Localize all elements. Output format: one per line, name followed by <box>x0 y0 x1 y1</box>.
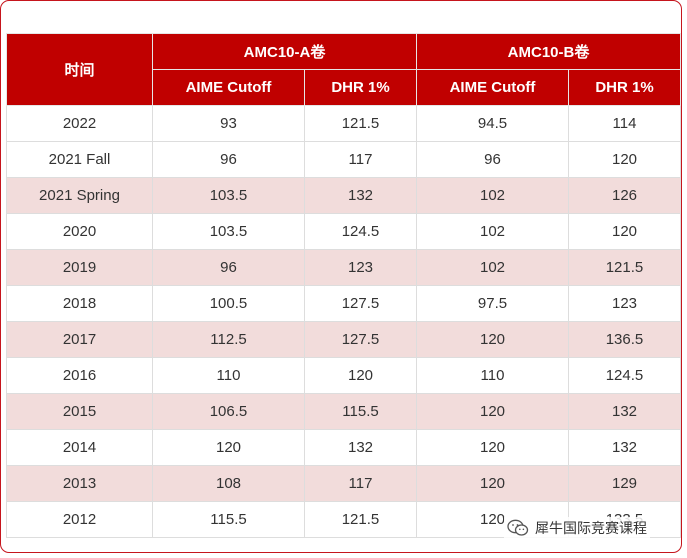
cell-year: 2017 <box>6 321 153 358</box>
table-row: 2020 103.5 124.5 102 120 <box>6 213 681 250</box>
cell-a-aime-cutoff: 108 <box>152 465 305 502</box>
cell-b-aime-cutoff: 102 <box>416 249 569 286</box>
cell-year: 2021 Fall <box>6 141 153 178</box>
table-row: 2021 Fall 96 117 96 120 <box>6 141 681 178</box>
cell-b-aime-cutoff: 120 <box>416 465 569 502</box>
cell-a-dhr: 124.5 <box>304 213 417 250</box>
cell-a-dhr: 121.5 <box>304 501 417 538</box>
cell-b-dhr: 126 <box>568 177 681 214</box>
cell-year: 2020 <box>6 213 153 250</box>
cell-b-dhr: 120 <box>568 141 681 178</box>
cell-year: 2015 <box>6 393 153 430</box>
table-row: 2015 106.5 115.5 120 132 <box>6 393 681 430</box>
cell-a-aime-cutoff: 103.5 <box>152 213 305 250</box>
cell-b-aime-cutoff: 102 <box>416 177 569 214</box>
table-row: 2018 100.5 127.5 97.5 123 <box>6 285 681 322</box>
cell-b-aime-cutoff: 120 <box>416 393 569 430</box>
table-row: 2019 96 123 102 121.5 <box>6 249 681 286</box>
cell-b-aime-cutoff: 97.5 <box>416 285 569 322</box>
cell-b-dhr: 136.5 <box>568 321 681 358</box>
cell-a-dhr: 117 <box>304 141 417 178</box>
cell-a-dhr: 120 <box>304 357 417 394</box>
cell-year: 2021 Spring <box>6 177 153 214</box>
cell-b-aime-cutoff: 102 <box>416 213 569 250</box>
cell-a-aime-cutoff: 96 <box>152 141 305 178</box>
header-row-groups: 时间 AMC10-A卷 AMC10-B卷 <box>6 33 681 106</box>
table-row: 2017 112.5 127.5 120 136.5 <box>6 321 681 358</box>
watermark-text: 犀牛国际竞赛课程 <box>535 520 647 536</box>
cell-a-dhr: 121.5 <box>304 105 417 142</box>
cell-a-aime-cutoff: 110 <box>152 357 305 394</box>
cell-b-aime-cutoff: 94.5 <box>416 105 569 142</box>
cell-a-aime-cutoff: 103.5 <box>152 177 305 214</box>
cell-b-dhr: 132 <box>568 429 681 466</box>
header-b-aime-cutoff: AIME Cutoff <box>416 69 569 106</box>
cell-b-dhr: 121.5 <box>568 249 681 286</box>
cell-b-dhr: 132 <box>568 393 681 430</box>
cell-a-aime-cutoff: 115.5 <box>152 501 305 538</box>
cell-b-dhr: 123 <box>568 285 681 322</box>
header-a-dhr: DHR 1% <box>304 69 417 106</box>
cell-a-aime-cutoff: 120 <box>152 429 305 466</box>
header-amc10b: AMC10-B卷 <box>416 33 681 70</box>
cell-a-aime-cutoff: 112.5 <box>152 321 305 358</box>
cell-a-dhr: 127.5 <box>304 321 417 358</box>
cell-year: 2013 <box>6 465 153 502</box>
cell-b-aime-cutoff: 96 <box>416 141 569 178</box>
cell-a-dhr: 115.5 <box>304 393 417 430</box>
table-row: 2022 93 121.5 94.5 114 <box>6 105 681 142</box>
header-a-aime-cutoff: AIME Cutoff <box>152 69 305 106</box>
cell-b-aime-cutoff: 120 <box>416 429 569 466</box>
cell-b-aime-cutoff: 120 <box>416 321 569 358</box>
cell-a-aime-cutoff: 100.5 <box>152 285 305 322</box>
cell-a-aime-cutoff: 93 <box>152 105 305 142</box>
cell-a-dhr: 132 <box>304 177 417 214</box>
header-b-dhr: DHR 1% <box>568 69 681 106</box>
cell-a-dhr: 117 <box>304 465 417 502</box>
cell-a-aime-cutoff: 96 <box>152 249 305 286</box>
cell-a-dhr: 127.5 <box>304 285 417 322</box>
header-time: 时间 <box>6 33 153 106</box>
table-row: 2014 120 132 120 132 <box>6 429 681 466</box>
table-body: 2022 93 121.5 94.5 114 2021 Fall 96 117 96 120 202… <box>6 105 681 538</box>
table-row: 2021 Spring 103.5 132 102 126 <box>6 177 681 214</box>
cell-year: 2022 <box>6 105 153 142</box>
table-row: 2016 110 120 110 124.5 <box>6 357 681 394</box>
cell-b-dhr: 124.5 <box>568 357 681 394</box>
header-row-metrics: AIME Cutoff DHR 1% AIME Cutoff DHR 1% <box>7 69 681 106</box>
cell-a-dhr: 132 <box>304 429 417 466</box>
cell-year: 2016 <box>6 357 153 394</box>
cell-year: 2018 <box>6 285 153 322</box>
cell-year: 2019 <box>6 249 153 286</box>
cutoff-table: 时间 AMC10-A卷 AMC10-B卷 AIME Cutoff DHR 1% … <box>6 33 681 538</box>
watermark: 犀牛国际竞赛课程 <box>504 517 650 539</box>
cell-b-dhr: 114 <box>568 105 681 142</box>
cell-b-dhr: 120 <box>568 213 681 250</box>
cell-year: 2014 <box>6 429 153 466</box>
header-amc10a: AMC10-A卷 <box>152 33 417 70</box>
wechat-icon <box>507 519 529 536</box>
cell-a-dhr: 123 <box>304 249 417 286</box>
cell-a-aime-cutoff: 106.5 <box>152 393 305 430</box>
cell-year: 2012 <box>6 501 153 538</box>
cell-b-dhr: 129 <box>568 465 681 502</box>
table-row: 2013 108 117 120 129 <box>6 465 681 502</box>
cell-b-aime-cutoff: 110 <box>416 357 569 394</box>
